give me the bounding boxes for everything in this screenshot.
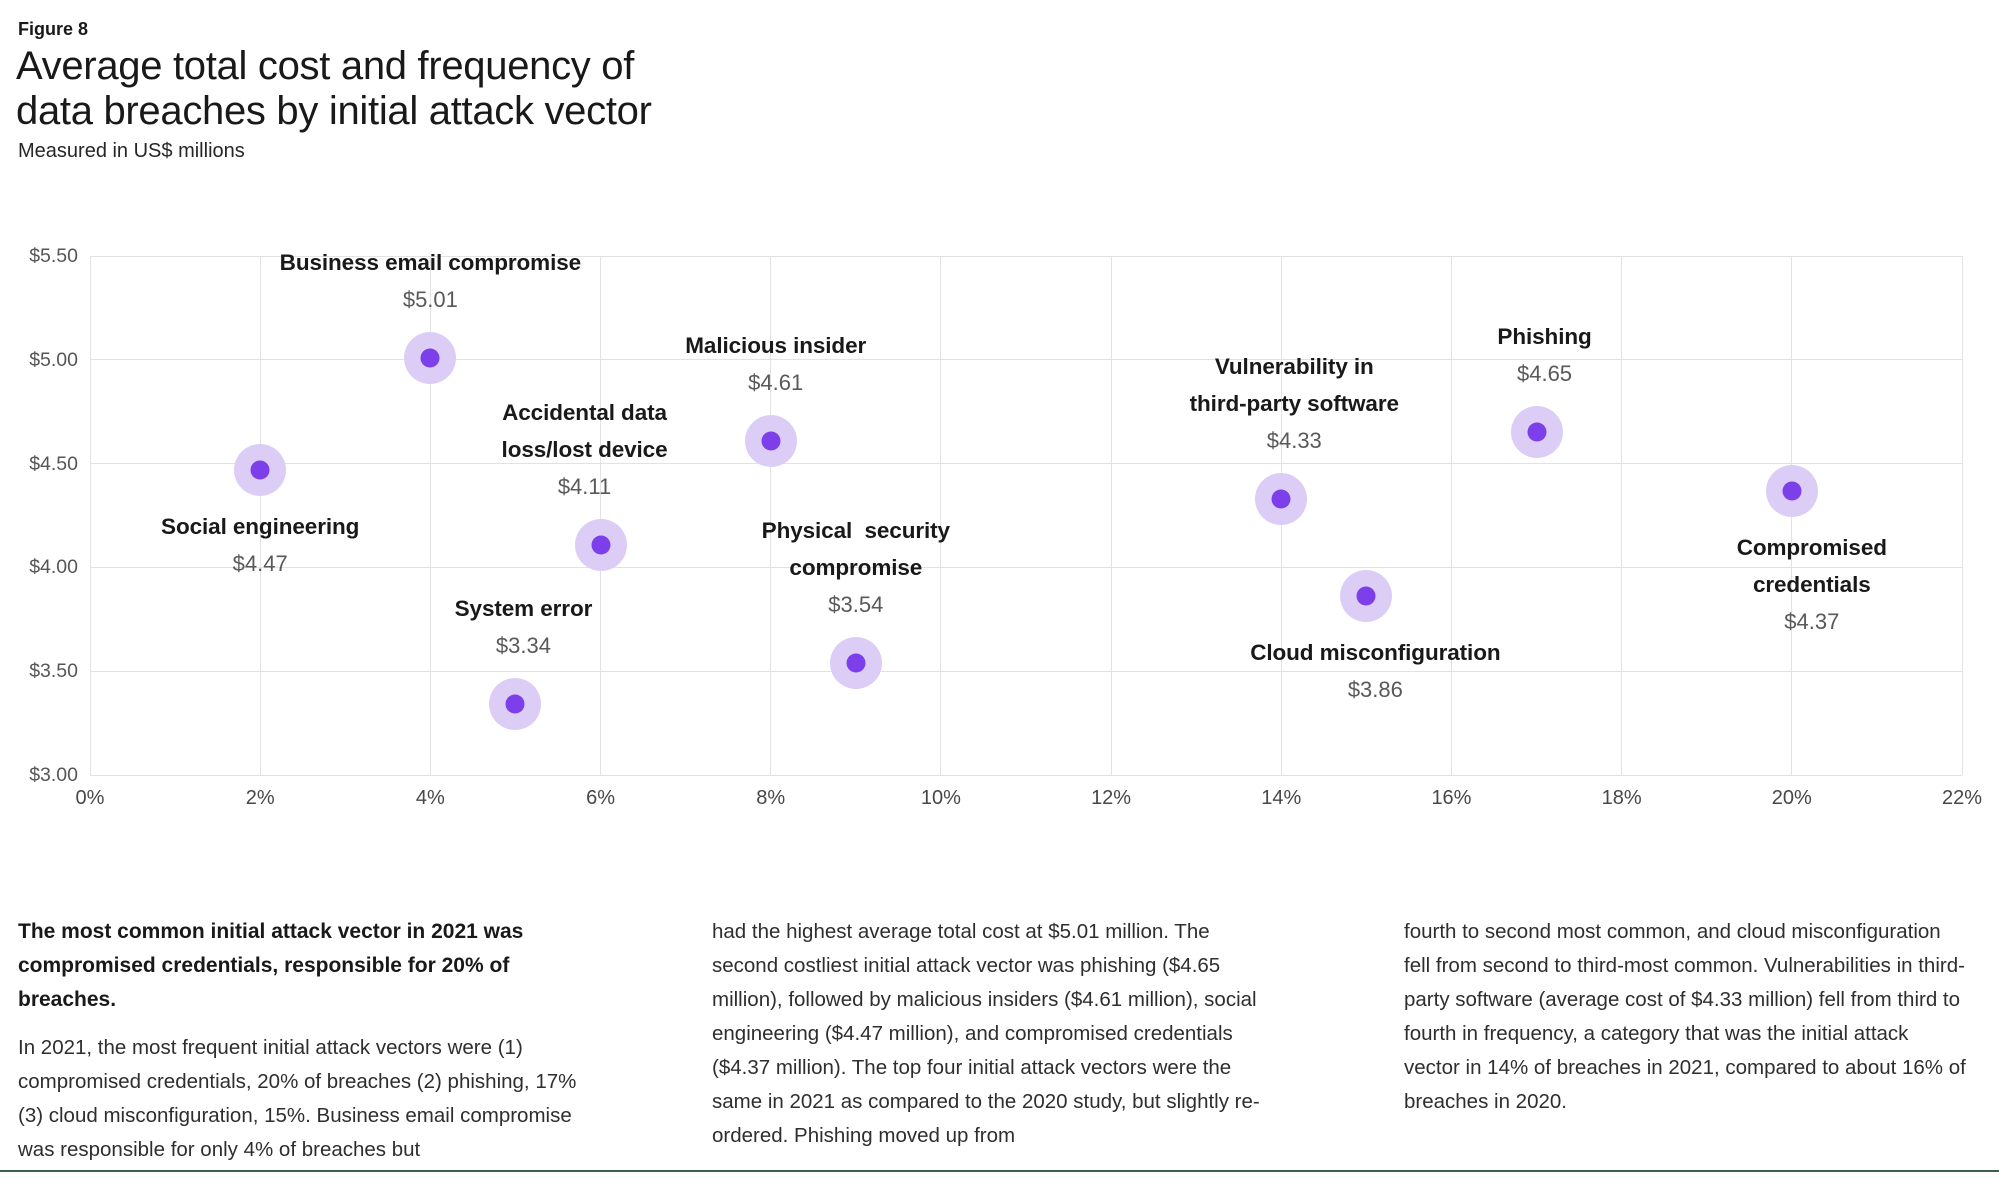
x-tick-label: 4% <box>415 787 445 809</box>
point-name: Vulnerability in third-party software <box>1189 353 1399 416</box>
data-point-dot <box>1782 481 1802 501</box>
grid-line-horizontal <box>90 774 1962 776</box>
point-label: Social engineering $4.47 <box>161 508 359 582</box>
point-value: $4.11 <box>557 473 612 499</box>
data-point-dot <box>420 348 440 368</box>
data-point-dot <box>591 535 611 555</box>
point-name: Compromised credentials <box>1736 534 1887 597</box>
x-tick-label: 14% <box>1261 787 1302 809</box>
x-tick-label: 18% <box>1601 787 1642 809</box>
grid-line-vertical <box>259 256 261 775</box>
point-label: Malicious insider $4.61 <box>685 327 866 401</box>
point-value: $3.86 <box>1347 677 1403 703</box>
point-label: Vulnerability in third-party software $4.… <box>1190 348 1399 459</box>
commentary-paragraph: In 2021, the most frequent initial attac… <box>18 1036 577 1161</box>
commentary-paragraph: had the highest average total cost at $5… <box>712 920 1260 1147</box>
y-tick-label: $3.00 <box>29 764 78 786</box>
data-point-dot <box>761 431 781 451</box>
point-name: Cloud misconfiguration <box>1250 640 1501 666</box>
y-tick-label: $5.00 <box>29 348 78 371</box>
y-tick-label: $4.50 <box>29 452 78 475</box>
point-value: $3.54 <box>828 591 884 617</box>
grid-line-horizontal <box>90 255 1962 257</box>
grid-line-horizontal <box>90 670 1962 672</box>
point-name: Accidental data loss/lost device <box>501 399 668 462</box>
commentary-column-1: The most common initial attack vector in… <box>18 915 583 1167</box>
x-tick-label: 8% <box>756 787 786 809</box>
commentary-paragraph: fourth to second most common, and cloud … <box>1404 920 1966 1113</box>
x-tick-label: 2% <box>245 787 275 809</box>
x-tick-label: 10% <box>920 787 961 809</box>
scatter-chart: $5.50 $5.00 $4.50 $4.00 $3.50 $3.00 Social en… <box>18 245 1982 813</box>
data-point-dot <box>846 653 866 673</box>
point-value: $4.33 <box>1266 427 1322 453</box>
commentary-column-3: fourth to second most common, and cloud … <box>1404 915 1969 1119</box>
page-subtitle: Measured in US$ millions <box>18 140 245 162</box>
data-point-dot <box>250 460 270 480</box>
point-name: Physical security compromise <box>761 517 950 580</box>
page-title: Average total cost and frequency of data… <box>16 44 652 133</box>
grid-line-vertical <box>940 256 942 775</box>
x-tick-label: 0% <box>75 787 105 809</box>
point-label: Cloud misconfiguration $3.86 <box>1250 634 1500 708</box>
point-name: Malicious insider <box>685 332 867 358</box>
point-label: Phishing $4.65 <box>1497 318 1591 392</box>
x-tick-label: 12% <box>1091 787 1132 809</box>
x-tick-label: 16% <box>1431 787 1472 809</box>
figure-label: Figure 8 <box>18 19 89 39</box>
point-value: $4.65 <box>1516 361 1573 387</box>
commentary-heading: The most common initial attack vector in… <box>18 920 524 1011</box>
point-label: Physical security compromise $3.54 <box>762 512 950 623</box>
y-tick-label: $4.00 <box>29 556 78 579</box>
grid-line-vertical <box>89 256 91 775</box>
grid-line-horizontal <box>90 463 1962 465</box>
grid-line-vertical <box>1961 256 1963 775</box>
y-axis: $5.50 $5.00 $4.50 $4.00 $3.50 $3.00 <box>18 245 78 786</box>
y-tick-label: $3.50 <box>29 660 78 683</box>
grid-line-horizontal <box>90 359 1962 361</box>
grid-line-vertical <box>1621 256 1623 775</box>
point-name: Phishing <box>1497 324 1592 350</box>
data-point-dot <box>1356 586 1376 606</box>
x-tick-label: 20% <box>1771 787 1812 809</box>
point-value: $5.01 <box>402 286 458 312</box>
point-name: Business email compromise <box>279 249 582 275</box>
grid-line-vertical <box>770 256 772 775</box>
grid-line-vertical <box>600 256 602 775</box>
data-point-dot <box>1527 422 1547 442</box>
point-value: $4.47 <box>232 550 288 576</box>
point-label: Accidental data loss/lost device $4.11 <box>502 394 668 505</box>
plot-area: Social engineering $4.47 Business email co… <box>89 250 1963 776</box>
data-point-dot <box>1271 489 1291 509</box>
grid-line-vertical <box>1450 256 1452 775</box>
point-value: $4.37 <box>1784 608 1840 634</box>
point-value: $3.34 <box>495 633 551 659</box>
grid-line-horizontal <box>90 566 1962 568</box>
commentary-column-2: had the highest average total cost at $5… <box>712 915 1277 1153</box>
point-label: System error $3.34 <box>455 590 593 664</box>
point-value: $4.61 <box>748 369 804 395</box>
point-label: Business email compromise $5.01 <box>280 244 581 318</box>
section-divider-rule <box>0 1170 1999 1172</box>
point-name: Social engineering <box>161 513 360 539</box>
point-name: System error <box>454 596 593 622</box>
y-tick-label: $5.50 <box>29 245 78 267</box>
grid-line-vertical <box>429 256 431 775</box>
point-label: Compromised credentials $4.37 <box>1737 529 1887 640</box>
grid-line-vertical <box>1110 256 1112 775</box>
data-point-dot <box>505 694 525 714</box>
x-tick-label: 22% <box>1941 787 1983 809</box>
x-axis: 0% 2% 4% 6% 8% 10% 12% 14% 16% 18% 20% 22% <box>76 787 1982 813</box>
x-tick-label: 6% <box>586 787 615 809</box>
